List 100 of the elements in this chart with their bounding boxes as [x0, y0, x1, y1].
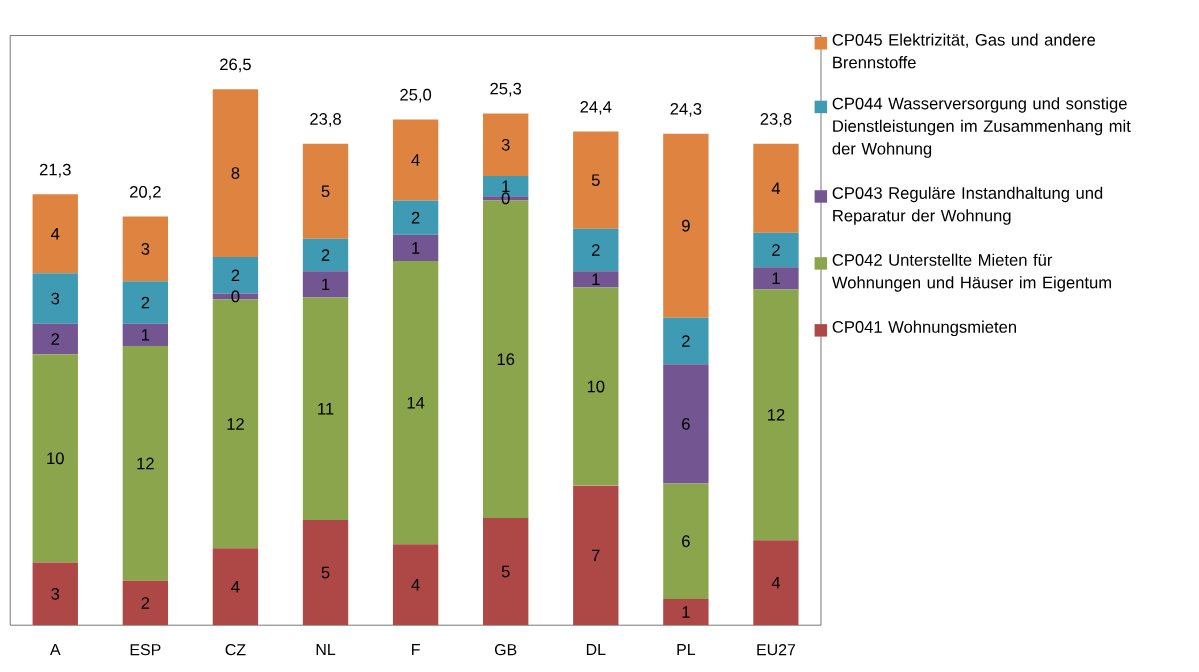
total-label: 23,8 [310, 113, 341, 127]
bar [392, 261, 439, 545]
bar [573, 271, 619, 288]
data-label: 3 [51, 587, 60, 600]
total-label: 23,8 [760, 113, 792, 127]
total-label: 26,5 [220, 58, 251, 73]
bar [392, 119, 439, 201]
total-label: 24,4 [580, 100, 612, 115]
bar [122, 323, 169, 347]
bar [663, 317, 709, 365]
bar [753, 289, 799, 541]
data-label: 2 [321, 249, 330, 261]
bar [32, 273, 78, 324]
data-label: 1 [682, 606, 690, 618]
bar [122, 580, 169, 626]
legend-label: CP042 Unterstellte Mieten für Wohnungen und Häuser im Eigentum [831, 253, 1112, 292]
bar [212, 548, 259, 626]
bar [212, 89, 259, 257]
bar [32, 562, 78, 626]
data-label: 11 [318, 403, 334, 415]
bar [573, 287, 619, 486]
bar [483, 113, 529, 177]
data-label: 1 [412, 242, 420, 254]
x-tick-label: NL [316, 643, 336, 655]
bar [32, 323, 78, 355]
data-label: 16 [497, 353, 515, 366]
data-label: 5 [321, 566, 330, 579]
data-label: 2 [141, 597, 150, 609]
data-label: 3 [141, 243, 150, 255]
bar [302, 143, 349, 239]
bar [573, 131, 619, 229]
data-label: 4 [771, 576, 781, 589]
total-label: 24,3 [670, 102, 702, 117]
bar [663, 133, 709, 318]
data-label: 4 [51, 228, 60, 240]
x-tick-label: GB [494, 643, 517, 656]
data-label: 2 [141, 296, 150, 309]
total-label: 25,3 [490, 82, 522, 97]
total-label: 25,0 [400, 88, 432, 103]
data-label: 1 [322, 278, 330, 291]
data-label: 1 [502, 180, 510, 192]
bar [32, 354, 78, 563]
data-label: 4 [411, 154, 420, 166]
data-label: 10 [47, 452, 64, 465]
data-label: 9 [682, 219, 690, 232]
data-label: 10 [587, 380, 605, 393]
data-label: 14 [407, 396, 425, 409]
bar [753, 143, 799, 233]
bar [573, 485, 619, 626]
bar [122, 346, 169, 581]
data-label: 3 [51, 292, 60, 305]
bar [663, 364, 709, 484]
total-label: 20,2 [130, 185, 161, 200]
data-label: 2 [231, 269, 240, 281]
x-tick-label: CZ [225, 643, 246, 656]
data-label: 2 [682, 335, 690, 347]
data-label: 3 [501, 138, 510, 151]
data-label: 1 [592, 273, 600, 285]
bar [302, 297, 349, 520]
data-label: 0 [501, 192, 510, 205]
legend-label: CP041 Wohnungsmieten [832, 320, 1016, 337]
bar [753, 232, 799, 268]
data-label: 2 [592, 244, 600, 256]
bar [302, 519, 349, 626]
data-label: 5 [501, 565, 510, 578]
bar [573, 228, 619, 272]
data-label: 12 [227, 418, 244, 430]
x-tick-label: DL [586, 643, 606, 655]
bar [663, 598, 709, 626]
data-label: 12 [767, 409, 785, 421]
data-label: 4 [411, 579, 420, 591]
legend-label: CP043 Reguläre Instandhaltung und Reparatur der Wohnung [832, 186, 1103, 225]
x-tick-label: EU27 [757, 643, 796, 656]
bar [392, 234, 439, 262]
data-label: 1 [772, 272, 780, 284]
bar [122, 281, 169, 324]
data-label: 8 [231, 167, 240, 179]
bar [302, 238, 349, 272]
data-label: 6 [682, 418, 690, 430]
data-label: 5 [591, 174, 600, 186]
data-label: 2 [772, 244, 780, 256]
data-label: 4 [771, 182, 781, 194]
x-tick-label: PL [677, 643, 696, 655]
data-label: 5 [321, 185, 330, 198]
data-label: 1 [142, 329, 150, 341]
x-tick-label: F [412, 643, 420, 655]
data-label: 12 [137, 457, 154, 470]
bar [663, 483, 709, 599]
bar [32, 194, 78, 274]
bar [392, 544, 439, 626]
legend-label: CP045 Elektrizität, Gas und andere Brennstoffe [832, 33, 1096, 69]
data-label: 4 [231, 581, 240, 593]
data-label: 2 [411, 211, 420, 224]
total-label: 21,3 [39, 163, 71, 178]
bar [753, 267, 799, 290]
data-label: 2 [51, 333, 60, 345]
bar [753, 540, 799, 626]
bar [122, 216, 169, 282]
bar [392, 200, 439, 235]
legend-label: CP044 Wasserversorgung und sonstige Dienstleistungen im Zusammenhang mit der Wohnung [832, 97, 1131, 158]
